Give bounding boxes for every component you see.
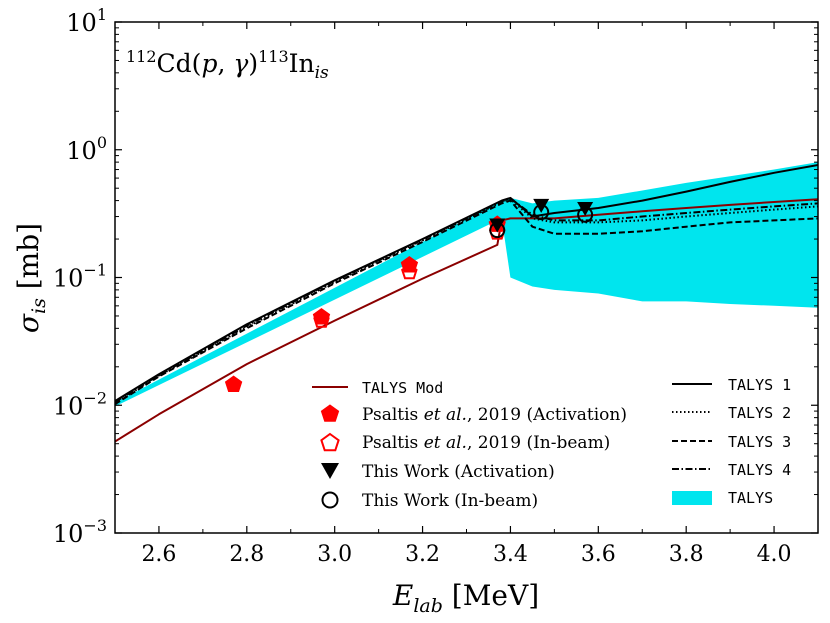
legend-left: TALYS Mod Psaltis et al., 2019 (Activati… <box>312 379 627 511</box>
legend-this-work-inbeam-label: This Work (In-beam) <box>362 491 538 511</box>
x-tick-label: 3.6 <box>581 542 616 567</box>
legend-right: TALYS 1 TALYS 2 TALYS 3 TALYS 4 TALYS <box>672 376 791 507</box>
point-this-work-activation <box>489 218 506 233</box>
legend-talys-band-swatch <box>672 491 712 505</box>
point-this-work-in-beam <box>533 204 550 221</box>
legend-this-work-activation-label: This Work (Activation) <box>362 462 555 482</box>
legend-psaltis-activation-label: Psaltis et al., 2019 (Activation) <box>362 405 627 425</box>
legend-talys-mod-label: TALYS Mod <box>362 379 443 397</box>
y-tick-label: 10−3 <box>53 516 107 548</box>
series-talys-3 <box>115 199 818 406</box>
x-tick-label: 4.0 <box>757 542 792 567</box>
point-psaltis-et-al-2019-activation <box>224 375 243 392</box>
point-this-work-in-beam <box>577 206 594 223</box>
x-tick-label: 3.2 <box>405 542 440 567</box>
talys-band <box>115 162 818 407</box>
point-this-work-in-beam <box>489 222 506 239</box>
y-tick-label: 100 <box>66 133 107 165</box>
legend-talys4-label: TALYS 4 <box>728 461 791 479</box>
x-tick-label: 2.8 <box>229 542 264 567</box>
x-tick-label: 3.4 <box>493 542 528 567</box>
y-axis-label: σis [mb] <box>12 223 50 333</box>
series-talys-mod <box>115 198 818 443</box>
point-psaltis-et-al-2019-in-beam <box>401 263 418 280</box>
legend-psaltis-activation-marker <box>320 404 340 422</box>
series-talys-2 <box>115 198 818 404</box>
legend-this-work-inbeam-marker <box>321 491 339 509</box>
y-tick-label: 10−1 <box>53 261 107 293</box>
x-tick-label: 3.8 <box>669 542 704 567</box>
y-tick-label: 101 <box>66 5 107 37</box>
x-tick-label: 2.6 <box>141 542 176 567</box>
legend-talys3-label: TALYS 3 <box>728 433 791 451</box>
legend-talys-band-label: TALYS <box>728 489 773 507</box>
x-tick-label: 3.0 <box>317 542 352 567</box>
point-psaltis-et-al-2019-activation <box>312 307 331 325</box>
chart-title: 112Cd(p, γ)113Inis <box>126 47 329 83</box>
legend-this-work-activation-marker <box>321 463 339 479</box>
series-talys-4 <box>115 197 818 403</box>
y-tick-label: 10−2 <box>53 388 107 420</box>
x-axis-label: Elab [MeV] <box>392 579 539 617</box>
point-psaltis-et-al-2019-in-beam <box>313 311 330 328</box>
legend-psaltis-inbeam-marker <box>320 432 340 452</box>
legend-talys1-label: TALYS 1 <box>728 376 791 394</box>
point-this-work-activation <box>577 201 594 216</box>
legend-psaltis-inbeam-label: Psaltis et al., 2019 (In-beam) <box>362 433 610 453</box>
legend-talys2-label: TALYS 2 <box>728 404 791 422</box>
